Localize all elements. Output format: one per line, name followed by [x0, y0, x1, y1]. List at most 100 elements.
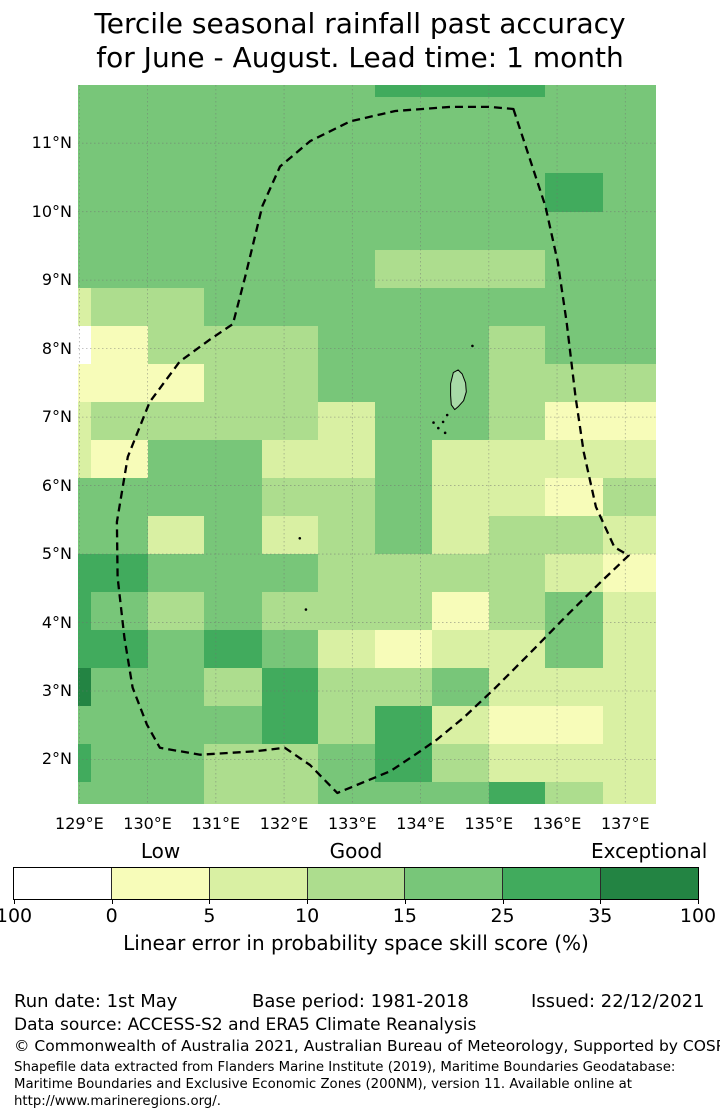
lon-tick-label: 137°E — [600, 814, 650, 833]
heatmap-cell — [432, 706, 490, 746]
base-period-text: Base period: 1981-2018 — [252, 991, 469, 1012]
colorbar — [13, 867, 699, 900]
heatmap-cell — [602, 706, 656, 746]
heatmap-cell — [432, 515, 490, 555]
heatmap-cell — [78, 402, 92, 441]
colorbar-segment — [306, 868, 405, 899]
heatmap-cell — [90, 439, 149, 479]
heatmap-cell — [374, 402, 433, 441]
heatmap-cell — [90, 706, 149, 746]
heatmap-cell — [78, 287, 92, 327]
lon-tick-label: 131°E — [191, 814, 241, 833]
heatmap-cell — [147, 402, 205, 441]
heatmap-cell — [147, 287, 205, 327]
heatmap-cell — [90, 85, 149, 98]
heatmap-cell — [545, 706, 604, 746]
lat-tick-label: 7°N — [41, 407, 72, 427]
colorbar-tick-label: 10 — [295, 905, 320, 927]
heatmap-cell — [147, 250, 205, 289]
heatmap-cell — [602, 592, 656, 631]
chart-title: Tercile seasonal rainfall past accuracy … — [0, 7, 720, 75]
heatmap-cell — [78, 439, 92, 479]
heatmap-cell — [432, 326, 490, 365]
heatmap-cell — [488, 592, 547, 631]
colorbar-region-label: Low — [140, 839, 181, 863]
heatmap-cell — [78, 135, 92, 174]
colorbar-tick-label: 25 — [490, 905, 515, 927]
issued-date-text: Issued: 22/12/2021 — [531, 991, 705, 1012]
colorbar-region-labels: Low Good Exceptional — [14, 839, 707, 864]
heatmap-cell — [432, 363, 490, 403]
colorbar-tickmark — [14, 899, 15, 904]
heatmap-cell — [602, 554, 656, 593]
heatmap-cell — [147, 135, 205, 174]
map-canvas — [78, 85, 656, 804]
shapefile-note-text: Shapefile data extracted from Flanders M… — [14, 1060, 676, 1109]
heatmap-cell — [261, 85, 319, 98]
colorbar-tickmark — [111, 899, 113, 904]
lon-tick-label: 134°E — [396, 814, 445, 833]
heatmap-cell — [78, 173, 92, 213]
heatmap-cell — [90, 744, 149, 783]
island-dot — [304, 608, 308, 611]
heatmap-cell — [204, 363, 263, 403]
heatmap-cell — [318, 211, 376, 251]
heatmap-cell — [78, 326, 92, 365]
heatmap-cell — [545, 630, 604, 669]
heatmap-cell — [488, 478, 547, 517]
heatmap-cell — [78, 363, 92, 403]
heatmap-cell — [318, 706, 376, 746]
heatmap-cell — [488, 250, 547, 289]
lat-tick-label: 2°N — [41, 749, 72, 769]
heatmap-cell — [432, 782, 490, 804]
heatmap-cell — [488, 85, 547, 98]
heatmap-cell — [147, 97, 205, 137]
heatmap-cell — [374, 630, 433, 669]
colorbar-tickmark — [502, 899, 504, 904]
heatmap-cell — [204, 592, 263, 631]
heatmap-cell — [432, 287, 490, 327]
lon-tick-label: 132°E — [259, 814, 309, 833]
heatmap-cell — [545, 515, 604, 555]
heatmap-cell — [488, 211, 547, 251]
lat-tick-label: 11°N — [31, 133, 72, 153]
heatmap-cell — [318, 326, 376, 365]
heatmap-cell — [78, 668, 92, 707]
heatmap-cell — [432, 744, 490, 783]
heatmap-cell — [374, 97, 433, 137]
run-date-text: Run date: 1st May — [14, 991, 178, 1012]
heatmap-cell — [602, 135, 656, 174]
heatmap-cell — [204, 250, 263, 289]
heatmap-cell — [432, 630, 490, 669]
heatmap-cell — [90, 515, 149, 555]
heatmap-cell — [488, 97, 547, 137]
heatmap-cell — [261, 211, 319, 251]
heatmap-cell — [78, 478, 92, 517]
colorbar-tick-label: 15 — [392, 905, 417, 927]
island-dot — [437, 426, 440, 430]
heatmap-cell — [261, 668, 319, 707]
colorbar-tick-label: 100 — [0, 905, 33, 927]
heatmap-cell — [602, 515, 656, 555]
heatmap-cell — [432, 592, 490, 631]
heatmap-cell — [78, 97, 92, 137]
heatmap-cell — [545, 211, 604, 251]
heatmap-cell — [78, 782, 92, 804]
heatmap-cell — [488, 363, 547, 403]
heatmap-cell — [488, 668, 547, 707]
heatmap-cell — [432, 402, 490, 441]
heatmap-cell — [204, 287, 263, 327]
heatmap-cell — [374, 363, 433, 403]
heatmap-cell — [261, 363, 319, 403]
heatmap-cell — [488, 287, 547, 327]
heatmap-cell — [432, 135, 490, 174]
heatmap-cell — [545, 250, 604, 289]
lat-tick-label: 3°N — [41, 681, 72, 700]
colorbar-segment — [208, 868, 307, 899]
heatmap-cell — [318, 402, 376, 441]
heatmap-cell — [204, 478, 263, 517]
heatmap-cell — [545, 744, 604, 783]
heatmap-cell — [261, 402, 319, 441]
heatmap-cell — [374, 326, 433, 365]
heatmap-cell — [545, 554, 604, 593]
